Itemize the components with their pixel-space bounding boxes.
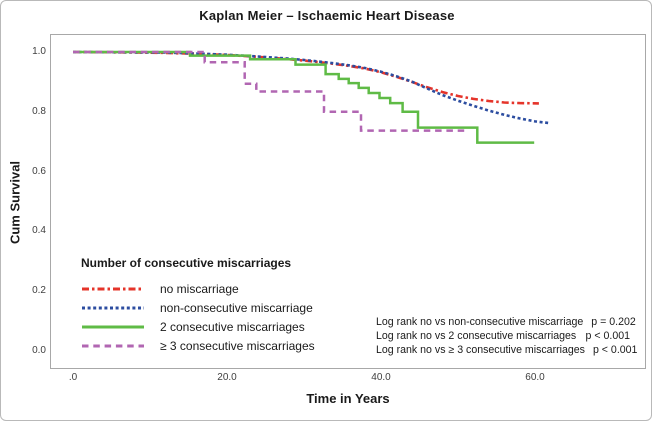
legend: Number of consecutive miscarriages no mi…: [81, 256, 315, 355]
series-curve-3: [73, 50, 465, 132]
log-rank-label: Log rank no vs 2 consecutive miscarriage…: [376, 330, 577, 342]
log-rank-p-value: p < 0.001: [592, 344, 638, 356]
chart-title: Kaplan Meier – Ischaemic Heart Disease: [199, 8, 455, 23]
x-tick-label: 20.0: [217, 372, 237, 383]
y-tick-label: 1.0: [32, 46, 46, 57]
log-rank-p-value: p = 0.202: [591, 316, 636, 328]
legend-swatch-solid-icon: [82, 325, 144, 328]
series-curve-0: [72, 50, 539, 105]
legend-item: non-consecutive miscarriage: [81, 298, 315, 317]
log-rank-label: Log rank no vs non-consecutive miscarria…: [376, 316, 584, 328]
series-curve-1: [72, 50, 551, 125]
x-axis-label: Time in Years: [306, 391, 390, 406]
log-rank-row: Log rank no vs 2 consecutive miscarriage…: [376, 329, 630, 343]
legend-item: 2 consecutive miscarriages: [81, 317, 315, 336]
legend-title: Number of consecutive miscarriages: [81, 256, 292, 270]
legend-item-label: non-consecutive miscarriage: [160, 300, 313, 315]
x-tick-label: 40.0: [371, 372, 391, 383]
legend-item: no miscarriage: [81, 279, 315, 298]
y-tick-label: 0.4: [32, 225, 46, 237]
legend-swatch-dashdot-icon: [82, 287, 144, 290]
log-rank-row: Log rank no vs non-consecutive miscarria…: [376, 315, 636, 329]
y-tick-label: 0.8: [32, 105, 46, 117]
legend-swatch-dashed-icon: [82, 344, 144, 347]
log-rank-annotations: Log rank no vs non-consecutive miscarria…: [376, 315, 637, 357]
y-tick-label: 0.0: [32, 345, 46, 356]
y-tick-label: 0.6: [32, 165, 46, 177]
series-curve-2: [73, 50, 535, 144]
log-rank-label: Log rank no vs ≥ 3 consecutive miscarria…: [376, 344, 585, 356]
legend-item: ≥ 3 consecutive miscarriages: [81, 336, 315, 355]
legend-item-label: 2 consecutive miscarriages: [160, 319, 305, 334]
x-tick-label: 60.0: [525, 372, 545, 383]
plot-frame: [50, 34, 646, 369]
log-rank-p-value: p < 0.001: [585, 330, 630, 342]
y-tick-label: 0.2: [32, 285, 46, 297]
x-tick-label: .0: [68, 372, 78, 383]
legend-items: no miscarriage non-consecutive miscarriag…: [81, 279, 315, 355]
legend-item-label: ≥ 3 consecutive miscarriages: [160, 338, 315, 353]
legend-swatch-dotted-icon: [82, 306, 144, 309]
log-rank-row: Log rank no vs ≥ 3 consecutive miscarria…: [376, 343, 637, 357]
legend-item-label: no miscarriage: [160, 281, 239, 296]
